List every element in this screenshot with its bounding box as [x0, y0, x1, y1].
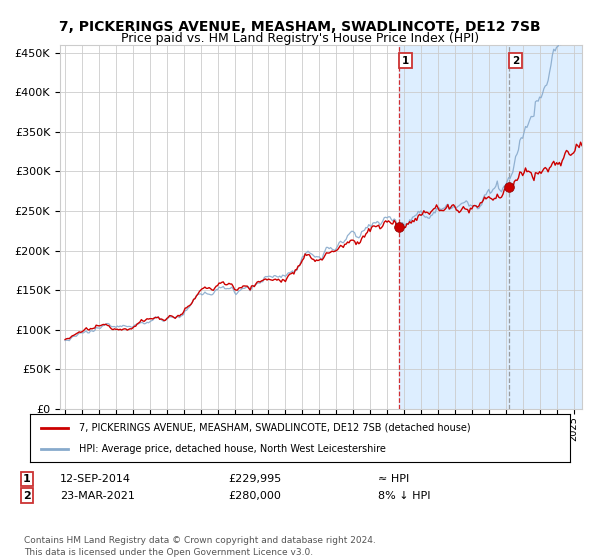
Text: £229,995: £229,995: [228, 474, 281, 484]
Text: Price paid vs. HM Land Registry's House Price Index (HPI): Price paid vs. HM Land Registry's House …: [121, 32, 479, 45]
Text: £280,000: £280,000: [228, 491, 281, 501]
Text: 7, PICKERINGS AVENUE, MEASHAM, SWADLINCOTE, DE12 7SB: 7, PICKERINGS AVENUE, MEASHAM, SWADLINCO…: [59, 20, 541, 34]
Text: ≈ HPI: ≈ HPI: [378, 474, 409, 484]
Text: HPI: Average price, detached house, North West Leicestershire: HPI: Average price, detached house, Nort…: [79, 444, 385, 454]
Text: 23-MAR-2021: 23-MAR-2021: [60, 491, 135, 501]
Bar: [399, 45, 599, 409]
Text: 12-SEP-2014: 12-SEP-2014: [60, 474, 131, 484]
Text: 1: 1: [23, 474, 31, 484]
Text: 7, PICKERINGS AVENUE, MEASHAM, SWADLINCOTE, DE12 7SB (detached house): 7, PICKERINGS AVENUE, MEASHAM, SWADLINCO…: [79, 423, 470, 433]
Text: 8% ↓ HPI: 8% ↓ HPI: [378, 491, 431, 501]
Text: Contains HM Land Registry data © Crown copyright and database right 2024.
This d: Contains HM Land Registry data © Crown c…: [24, 536, 376, 557]
Text: 2: 2: [512, 55, 519, 66]
Text: 2: 2: [23, 491, 31, 501]
Text: 1: 1: [401, 55, 409, 66]
